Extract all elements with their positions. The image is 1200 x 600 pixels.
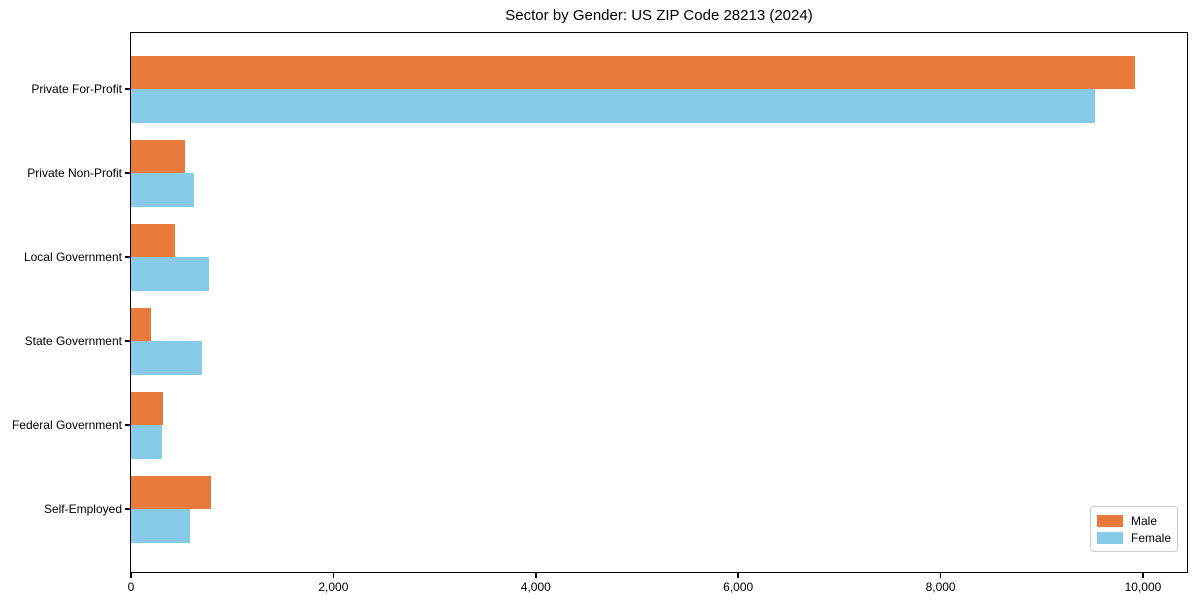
xtick-mark: [130, 573, 132, 578]
ytick-label-state-government: State Government: [24, 334, 122, 348]
xtick-mark: [332, 573, 335, 578]
bar-male-private-for-profit: [131, 55, 1135, 89]
xtick-label-2000: 2,000: [318, 580, 349, 594]
legend-item-female: Female: [1097, 529, 1172, 546]
xtick-label-8000: 8,000: [925, 580, 956, 594]
legend-label-female: Female: [1131, 530, 1172, 545]
ytick-label-local-government: Local Government: [23, 250, 122, 264]
ytick-mark: [125, 256, 130, 258]
ytick-mark: [125, 88, 130, 90]
xtick-label-6000: 6,000: [723, 580, 754, 594]
ytick-mark: [125, 340, 130, 342]
bar-female-private-non-profit: [131, 173, 194, 207]
bar-male-local-government: [131, 223, 175, 257]
plot-area: [131, 33, 1187, 572]
ytick-mark: [125, 508, 130, 510]
legend-swatch-male: [1097, 514, 1123, 527]
xtick-mark: [1142, 573, 1144, 578]
bar-male-self-employed: [131, 475, 211, 509]
ytick-label-self-employed: Self-Employed: [43, 502, 122, 516]
xtick-label-10000: 10,000: [1124, 580, 1162, 594]
xtick-mark: [737, 573, 739, 578]
xtick-mark: [939, 573, 942, 578]
bar-male-private-non-profit: [131, 139, 185, 173]
ytick-label-private-for-profit: Private For-Profit: [31, 82, 122, 96]
bar-female-federal-government: [131, 425, 163, 459]
legend-item-male: Male: [1097, 512, 1169, 529]
bar-female-private-for-profit: [131, 89, 1096, 123]
ytick-mark: [125, 172, 130, 174]
bar-male-state-government: [131, 307, 152, 341]
bar-female-local-government: [131, 257, 209, 291]
ytick-label-federal-government: Federal Government: [11, 418, 122, 432]
xtick-mark: [535, 573, 537, 578]
chart-title: Sector by Gender: US ZIP Code 28213 (202…: [505, 7, 813, 24]
ytick-mark: [125, 424, 130, 426]
legend: Male Female: [1090, 506, 1178, 552]
bar-male-federal-government: [131, 391, 164, 425]
bar-female-state-government: [131, 341, 202, 375]
ytick-label-private-non-profit: Private Non-Profit: [27, 166, 122, 180]
bar-female-self-employed: [131, 509, 190, 543]
legend-swatch-female: [1097, 531, 1123, 544]
legend-label-male: Male: [1131, 513, 1158, 528]
xtick-label-0: 0: [127, 580, 135, 594]
xtick-label-4000: 4,000: [520, 580, 551, 594]
